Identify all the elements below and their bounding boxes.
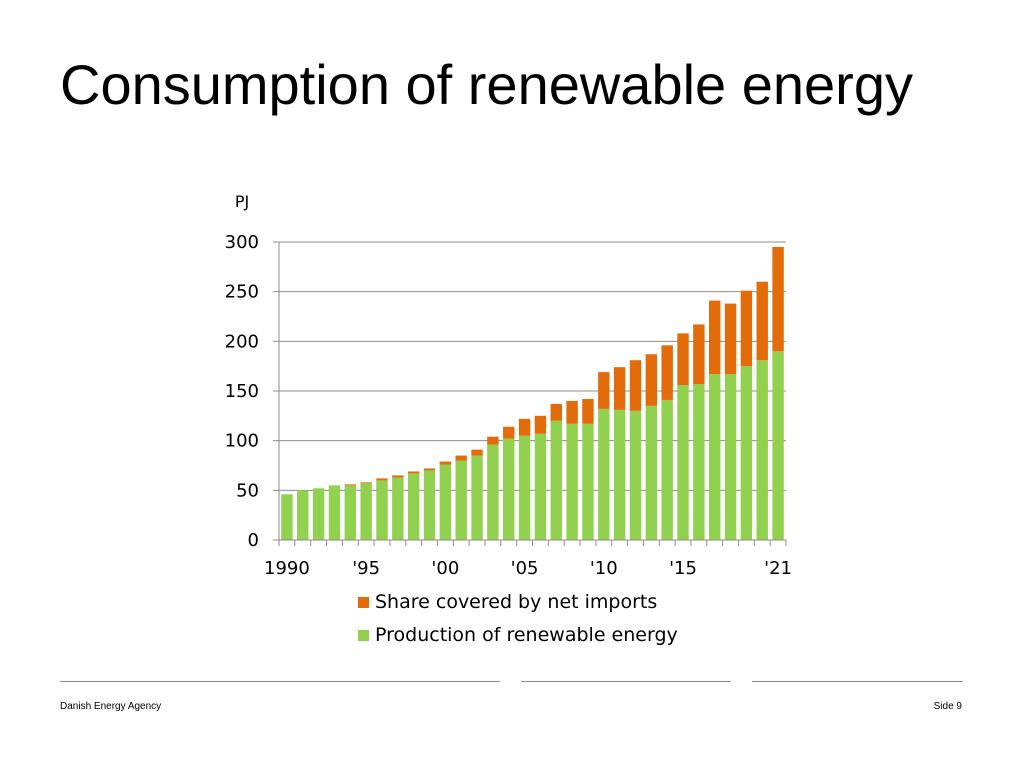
bar-production-1999 <box>423 470 436 540</box>
footer-organization: Danish Energy Agency <box>60 701 162 712</box>
bar-imports-2002 <box>471 449 483 456</box>
legend-swatch-imports <box>358 597 369 608</box>
bar-production-2012 <box>629 410 642 540</box>
bar-imports-2015 <box>677 333 689 386</box>
bar-production-2004 <box>503 438 515 540</box>
x-tick-label: '21 <box>764 558 792 579</box>
bar-imports-2013 <box>645 354 658 406</box>
bar-imports-2004 <box>503 426 515 439</box>
y-axis-unit-label: PJ <box>235 192 249 211</box>
bar-production-2009 <box>582 423 594 540</box>
legend-label-production: Production of renewable energy <box>375 624 678 646</box>
bar-production-1996 <box>376 480 388 540</box>
bar-imports-2011 <box>613 367 626 410</box>
x-tick-label: '00 <box>431 558 459 579</box>
x-tick-label: '15 <box>669 558 697 579</box>
bar-imports-2021 <box>772 246 784 352</box>
bar-production-1995 <box>360 483 372 540</box>
bar-production-1991 <box>297 490 309 540</box>
bar-production-2002 <box>471 455 483 540</box>
y-tick-label: 150 <box>225 381 259 402</box>
legend-label-imports: Share covered by net imports <box>375 591 657 613</box>
bar-production-2021 <box>772 351 784 540</box>
bar-production-2000 <box>439 464 452 540</box>
bar-imports-2010 <box>598 372 610 409</box>
bar-production-2003 <box>487 444 499 540</box>
y-tick-label: 300 <box>225 232 259 253</box>
bar-imports-2003 <box>487 436 499 445</box>
bar-imports-2006 <box>534 415 547 434</box>
bar-production-2016 <box>693 384 705 540</box>
x-tick-label: '10 <box>590 558 618 579</box>
bar-imports-2000 <box>439 461 452 465</box>
bar-production-2015 <box>677 385 689 540</box>
bar-imports-2018 <box>724 303 737 375</box>
bar-production-1992 <box>312 488 325 540</box>
bar-production-2017 <box>708 374 721 540</box>
bar-production-2005 <box>518 435 531 540</box>
bar-production-2001 <box>455 460 467 540</box>
bar-imports-1994 <box>344 484 357 486</box>
x-tick-label: '95 <box>352 558 380 579</box>
bar-production-2020 <box>756 360 768 540</box>
bar-imports-2012 <box>629 360 642 411</box>
y-tick-label: 200 <box>225 331 259 352</box>
bar-imports-1995 <box>360 482 372 484</box>
bar-production-1990 <box>281 494 293 540</box>
x-tick-label: '05 <box>511 558 539 579</box>
bar-imports-2014 <box>661 345 673 400</box>
bar-imports-1999 <box>423 468 436 471</box>
bar-production-2014 <box>661 399 673 540</box>
bar-imports-1997 <box>392 475 404 478</box>
bar-production-2011 <box>613 409 626 540</box>
footer-divider-left <box>60 681 500 682</box>
bar-production-1998 <box>407 473 420 540</box>
bar-imports-2017 <box>708 300 721 375</box>
bar-production-2008 <box>566 423 578 540</box>
y-tick-label: 50 <box>236 480 259 501</box>
bar-imports-1996 <box>376 478 388 481</box>
y-tick-label: 0 <box>248 530 259 551</box>
bar-imports-1998 <box>407 471 420 474</box>
bar-production-2013 <box>645 405 658 540</box>
bar-production-2006 <box>534 433 547 540</box>
stacked-bar-chart: 0 50 100 150 200 250 300 PJ 1990 '95 '00 '05 '10 '15 '… <box>225 192 792 646</box>
y-tick-label: 100 <box>225 431 259 452</box>
bar-imports-2007 <box>550 403 562 421</box>
bar-production-2019 <box>740 366 753 540</box>
footer-page-number: Side 9 <box>933 701 962 712</box>
bar-imports-2016 <box>693 324 705 385</box>
y-tick-label: 250 <box>225 282 259 303</box>
bar-production-2010 <box>598 408 610 540</box>
x-tick-label: 1990 <box>264 558 310 579</box>
bar-production-1994 <box>344 485 357 540</box>
slide-title: Consumption of renewable energy <box>60 53 913 116</box>
bar-imports-2020 <box>756 281 768 361</box>
bar-imports-2005 <box>518 418 531 436</box>
bar-imports-2001 <box>455 455 467 461</box>
footer-divider-middle <box>521 681 731 682</box>
bar-imports-2008 <box>566 400 578 424</box>
bar-production-2007 <box>550 420 562 540</box>
bar-production-1997 <box>392 477 404 540</box>
bar-imports-2009 <box>582 398 594 424</box>
bar-production-1993 <box>328 485 341 540</box>
legend-swatch-production <box>358 630 369 641</box>
footer-divider-right <box>752 681 963 682</box>
bar-imports-2019 <box>740 290 753 367</box>
bar-production-2018 <box>724 374 737 540</box>
